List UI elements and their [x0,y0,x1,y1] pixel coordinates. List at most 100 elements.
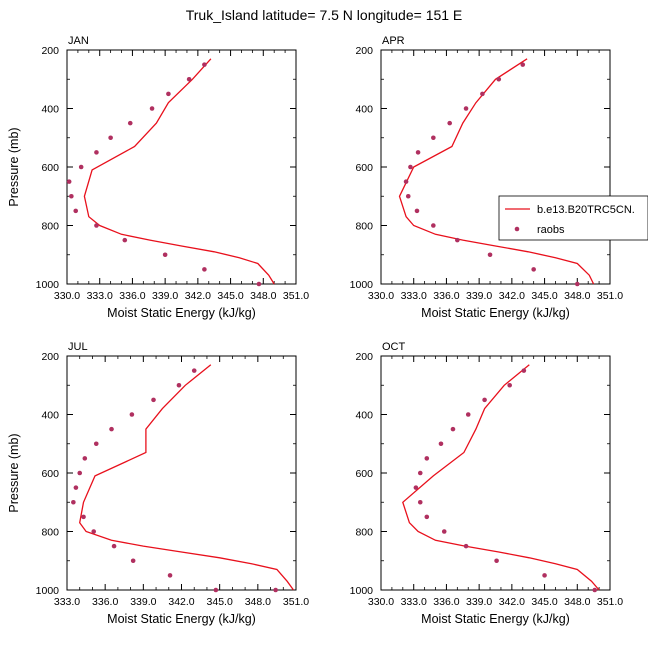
obs-point-jul [273,587,278,593]
x-tick-label-apr: 333.0 [401,290,427,302]
x-tick-label-jul: 348.0 [245,596,271,608]
obs-point-jan [73,208,79,214]
obs-point-oct [592,587,598,593]
x-tick-label-jul: 333.0 [54,596,80,608]
x-tick-label-oct: 336.0 [433,596,459,608]
obs-point-apr [405,193,411,199]
obs-point-jan [202,267,207,272]
x-axis-label-jul: Moist Static Energy (kJ/kg) [107,612,256,626]
obs-point-jan [202,62,207,67]
obs-point-jul [130,558,136,564]
y-tick-label-jul: 800 [41,527,59,539]
legend-obs-label: raobs [537,224,565,236]
obs-point-oct [438,441,444,447]
x-tick-label-apr: 345.0 [531,290,557,302]
y-tick-label-jan: 200 [41,45,59,57]
legend-obs-marker [514,226,520,232]
obs-point-jan [256,281,262,287]
x-tick-label-jan: 336.0 [119,290,145,302]
x-tick-label-jul: 336.0 [92,596,118,608]
obs-point-apr [403,179,409,184]
obs-point-oct [494,558,499,564]
x-tick-label-jan: 339.0 [152,290,178,302]
y-tick-label-oct: 200 [355,351,373,363]
model-line-apr [398,58,595,285]
obs-point-apr [408,164,413,170]
y-tick-label-jul: 400 [41,410,59,422]
obs-point-jul [111,543,117,549]
obs-point-oct [413,485,419,490]
x-tick-label-jan: 330.0 [54,290,80,302]
y-tick-label-jan: 600 [41,162,59,174]
obs-point-jul [213,587,219,593]
obs-point-jan [108,135,113,141]
x-tick-label-apr: 330.0 [368,290,394,302]
obs-point-jul [191,368,197,373]
obs-point-jul [77,470,83,476]
plot-frame-oct [380,355,611,591]
y-tick-label-jul: 600 [41,468,59,480]
x-tick-label-oct: 333.0 [401,596,427,608]
obs-point-apr [487,252,493,258]
panel-label-jan: JAN [68,35,89,47]
plot-frame-apr [380,49,611,285]
obs-point-apr [431,135,436,141]
obs-point-apr [414,208,420,214]
obs-point-apr [447,120,453,126]
obs-point-apr [463,106,469,111]
plot-frame-jan [66,49,297,285]
obs-point-jul [81,514,86,520]
obs-point-oct [417,499,423,505]
x-tick-label-apr: 336.0 [433,290,459,302]
panel-jan: 330.0 333.0 336.0 339.0 342.0 345.0 348.0 351.0… [7,35,309,320]
obs-point-jan [122,237,128,243]
obs-point-jul [91,529,97,534]
figure-title: Truk_Island latitude= 7.5 N longitude= 1… [186,7,463,23]
y-tick-label-jan: 400 [41,104,59,116]
panel-label-oct: OCT [382,341,406,353]
obs-point-oct [441,529,447,534]
x-tick-label-oct: 348.0 [564,596,590,608]
x-axis-label-apr: Moist Static Energy (kJ/kg) [421,306,570,320]
legend-box [498,195,648,241]
x-tick-label-jan: 333.0 [87,290,113,302]
model-line-oct [402,364,600,591]
obs-point-jan [94,223,99,228]
y-axis-label-jul: Pressure (mb) [7,433,21,512]
x-tick-label-jan: 348.0 [250,290,276,302]
x-tick-label-oct: 342.0 [499,596,525,608]
x-tick-label-jul: 339.0 [130,596,156,608]
obs-point-apr [574,281,580,287]
legend: b.e13.B20TRC5CN. raobs [498,195,648,241]
obs-point-oct [424,514,430,520]
obs-point-jan [149,106,155,111]
x-tick-label-apr: 342.0 [499,290,525,302]
x-tick-label-jan: 342.0 [185,290,211,302]
obs-point-jul [151,397,156,403]
y-tick-label-oct: 1000 [350,585,374,597]
y-tick-label-jul: 1000 [36,585,60,597]
obs-point-oct [465,412,471,417]
y-tick-label-apr: 800 [355,221,373,233]
obs-point-jul [73,485,79,490]
obs-point-oct [521,368,527,373]
y-tick-label-jul: 200 [41,351,59,363]
obs-point-apr [480,91,485,97]
obs-point-oct [417,470,423,476]
x-tick-label-oct: 339.0 [466,596,492,608]
obs-point-oct [482,397,487,403]
y-axis-label-jan: Pressure (mb) [7,127,21,206]
obs-point-jan [166,91,171,97]
obs-point-oct [463,543,469,549]
obs-point-jul [82,456,88,461]
x-tick-label-apr: 351.0 [597,290,623,302]
x-tick-label-apr: 348.0 [564,290,590,302]
panels: 330.0 333.0 336.0 339.0 342.0 345.0 348.0 351.0… [7,35,623,626]
obs-point-jul [93,441,99,447]
legend-model-label: b.e13.B20TRC5CN. [537,204,635,216]
y-tick-label-jan: 1000 [36,279,60,291]
panel-jul: 333.0 336.0 339.0 342.0 345.0 348.0 351.0 200 40… [7,341,309,626]
panel-apr: 330.0 333.0 336.0 339.0 342.0 345.0 348.0 351.0… [350,35,624,320]
obs-point-apr [455,237,460,243]
obs-point-oct [424,456,430,461]
